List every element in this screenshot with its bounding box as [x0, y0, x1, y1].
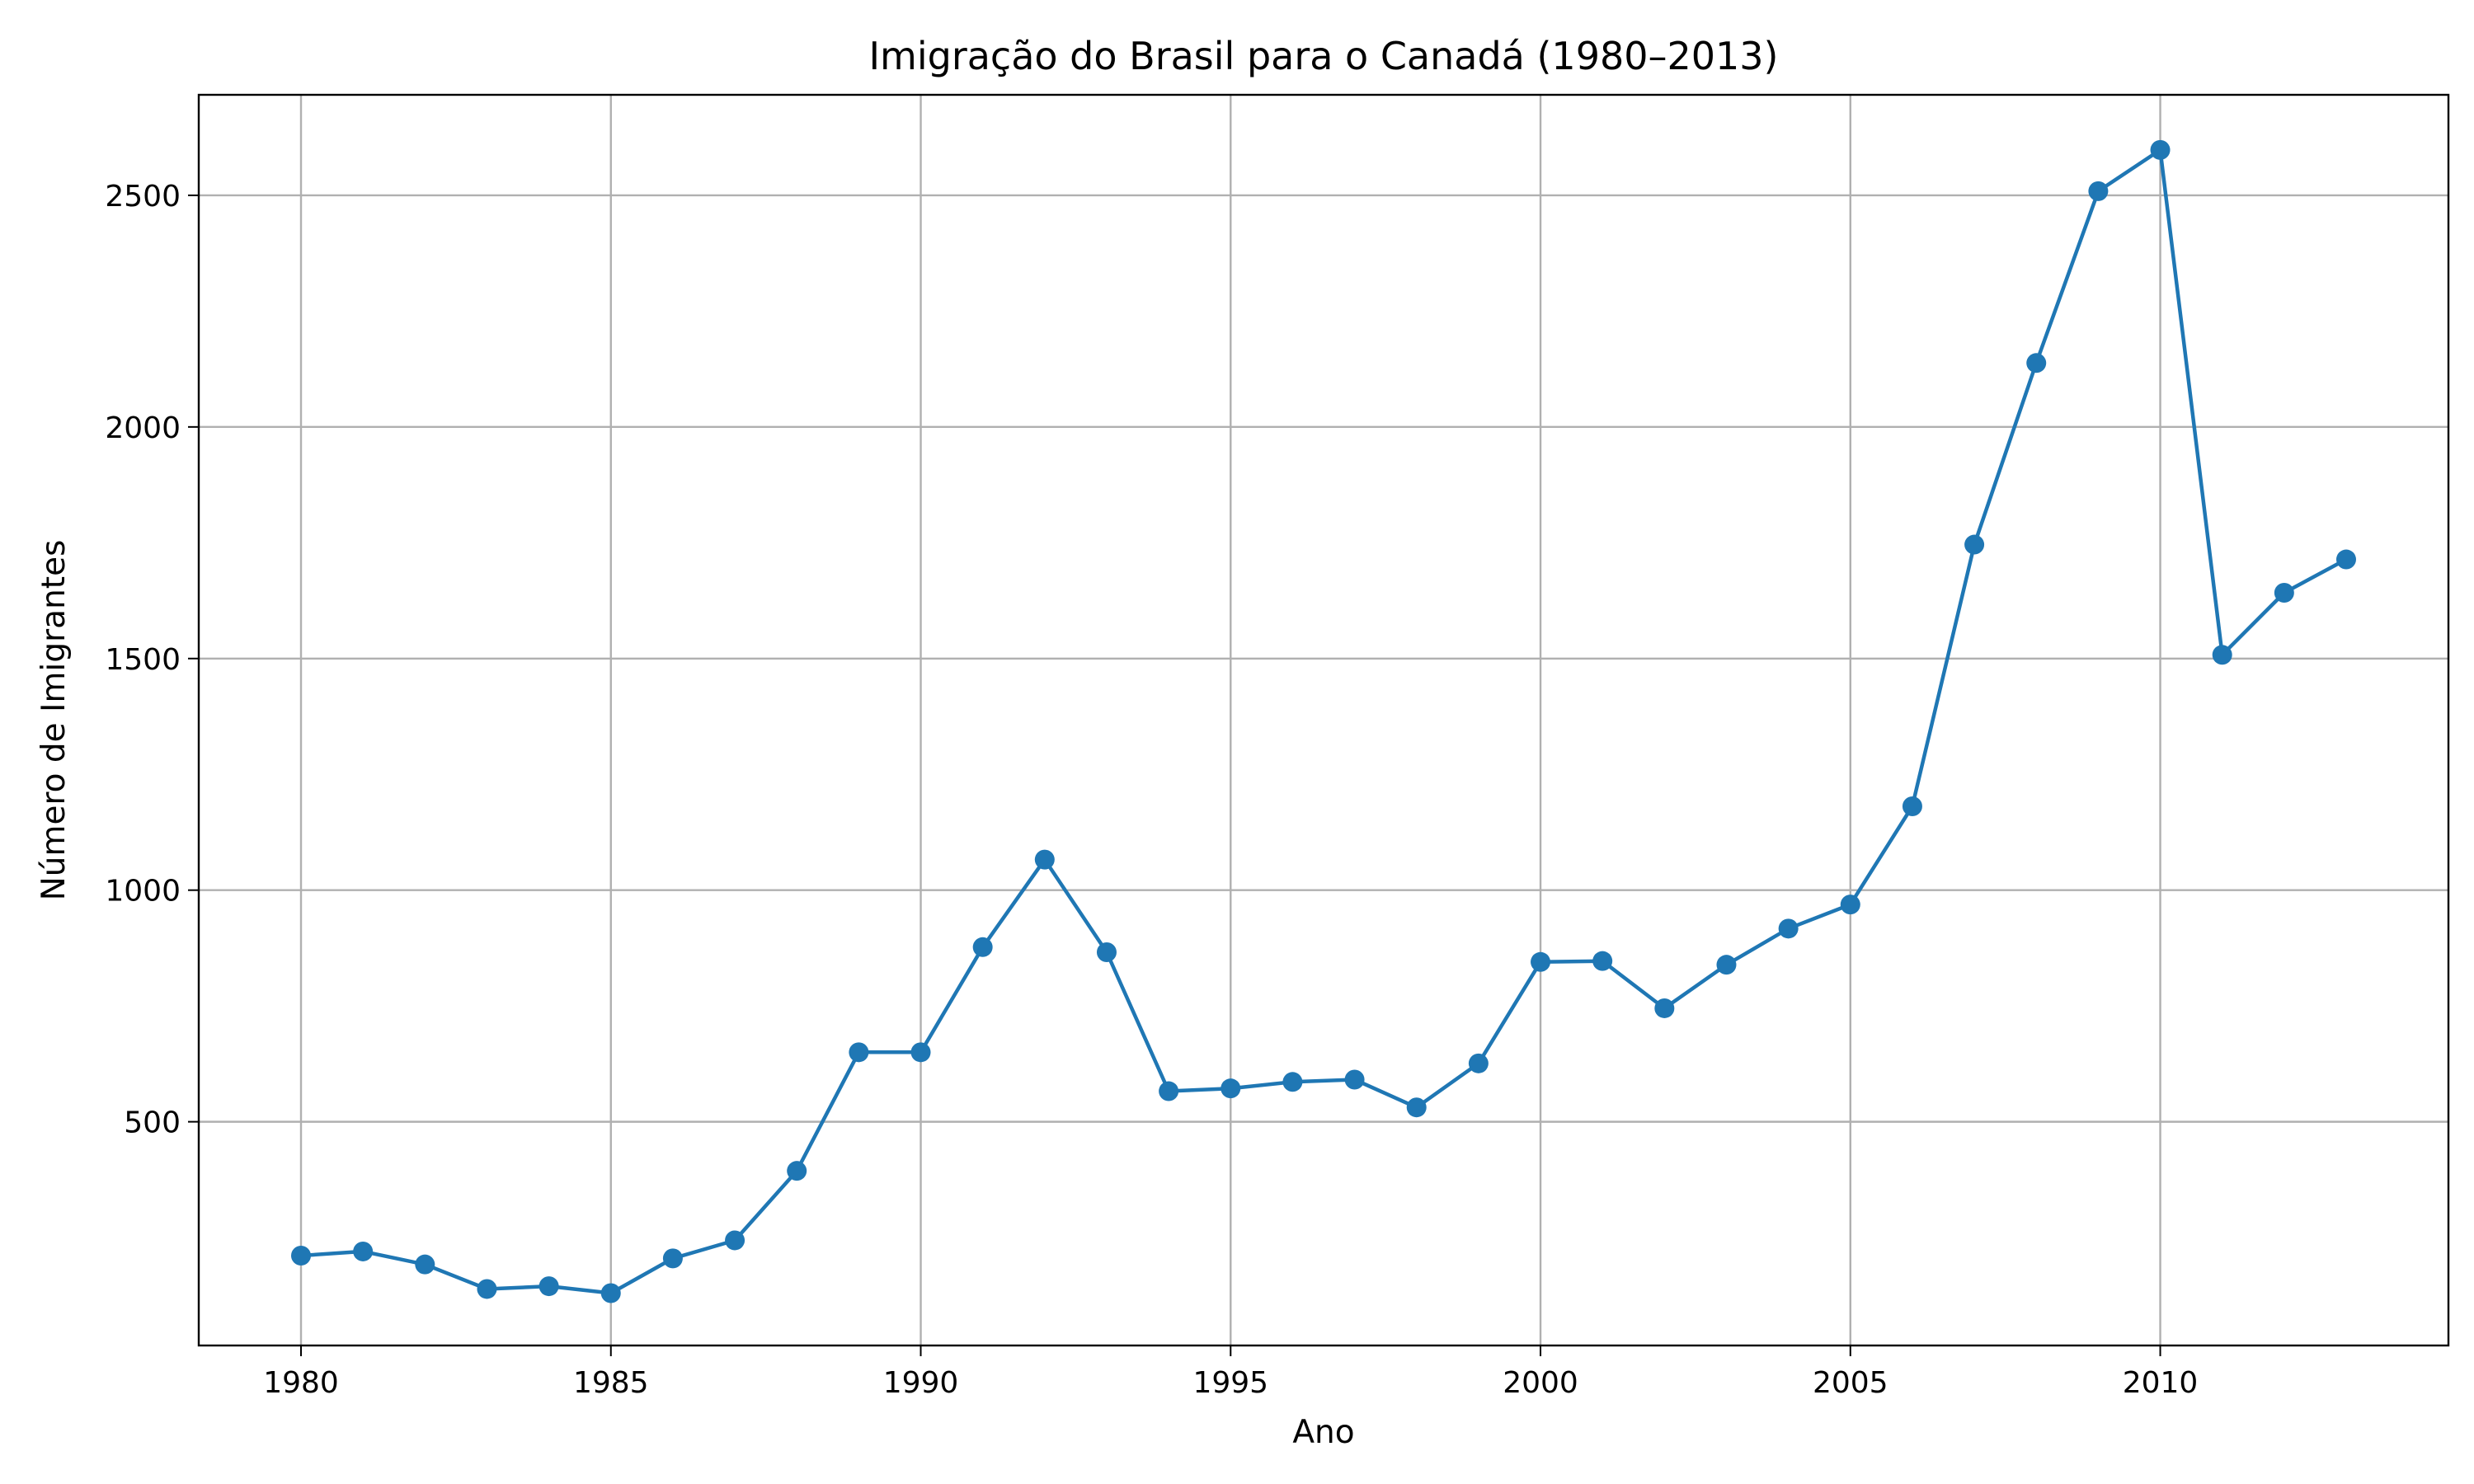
data-point	[2026, 353, 2047, 373]
data-point	[849, 1042, 869, 1063]
data-point	[1034, 849, 1055, 870]
data-point	[787, 1161, 807, 1181]
data-point	[600, 1283, 621, 1303]
data-point	[2150, 139, 2171, 160]
data-point	[1592, 951, 1613, 971]
data-point	[415, 1254, 435, 1275]
data-point	[1159, 1081, 1179, 1101]
x-tick-label: 1990	[883, 1366, 959, 1400]
y-axis-label: Número de Imigrantes	[35, 540, 73, 901]
data-point	[910, 1042, 931, 1063]
data-series	[291, 139, 2356, 1303]
y-tick-label: 1500	[105, 643, 181, 677]
data-point	[1282, 1072, 1303, 1092]
data-point	[539, 1276, 559, 1297]
data-point	[2274, 582, 2294, 603]
data-point	[2088, 181, 2109, 201]
x-axis-label: Ano	[1292, 1414, 1354, 1451]
data-point	[1344, 1069, 1365, 1090]
y-tick-label: 2000	[105, 411, 181, 445]
data-point	[291, 1246, 311, 1266]
data-point	[1716, 955, 1737, 975]
data-point	[1964, 534, 1985, 555]
y-tick-label: 2500	[105, 180, 181, 214]
data-point	[477, 1279, 497, 1299]
y-tick-label: 500	[124, 1106, 181, 1140]
data-point	[1096, 942, 1117, 962]
data-point	[2336, 549, 2356, 570]
y-tick-label: 1000	[105, 875, 181, 909]
data-point	[1778, 918, 1799, 939]
grid-lines	[199, 95, 2448, 1345]
axes: 1980 1985 1990 1995 2000 2005 2010 500 1000 1500 2…	[105, 180, 2198, 1400]
data-point	[1221, 1078, 1241, 1099]
data-point	[2212, 645, 2232, 665]
chart-title: Imigração do Brasil para o Canadá (1980–…	[868, 34, 1778, 78]
x-tick-label: 1995	[1192, 1366, 1268, 1400]
data-point	[725, 1230, 745, 1251]
data-point	[1840, 895, 1860, 915]
data-point	[972, 937, 993, 957]
data-point	[1902, 796, 1922, 817]
x-tick-label: 2005	[1813, 1366, 1888, 1400]
data-point	[1406, 1097, 1427, 1118]
data-point	[1468, 1053, 1489, 1073]
x-tick-label: 2000	[1503, 1366, 1578, 1400]
data-point	[1531, 951, 1551, 972]
series-line	[299, 148, 2349, 1295]
x-tick-label: 2010	[2123, 1366, 2199, 1400]
data-point	[353, 1241, 374, 1261]
plot-area-frame	[197, 93, 2450, 1347]
data-point	[662, 1248, 683, 1269]
x-tick-label: 1980	[263, 1366, 339, 1400]
data-point	[1654, 998, 1675, 1018]
x-tick-label: 1985	[573, 1366, 649, 1400]
